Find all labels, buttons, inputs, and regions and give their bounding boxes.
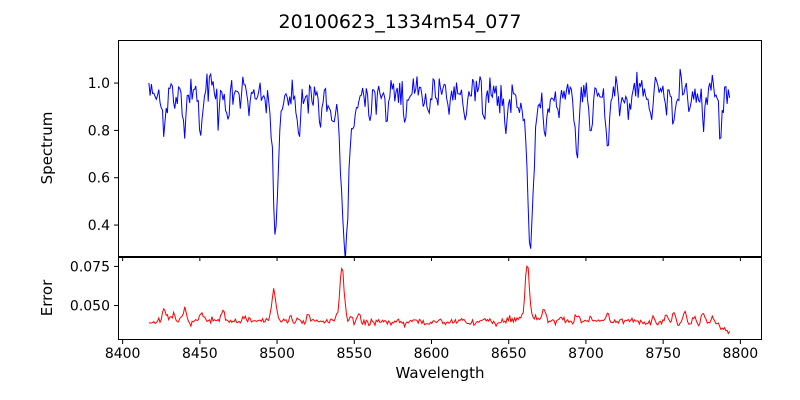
error-y-tick-label: 0.050 — [70, 299, 110, 315]
spectrum-y-tick-label: 1.0 — [88, 76, 110, 92]
x-tick-label: 8750 — [645, 346, 681, 362]
axes-group: 1.0 0.8 0.6 0.4 0.075 0.050 8400 8450 8500 8550 86… — [70, 40, 762, 362]
error-y-axis-label: Error — [38, 279, 56, 316]
spectrum-y-axis-label: Spectrum — [38, 112, 56, 185]
x-axis-label: Wavelength — [396, 364, 485, 382]
spectrum-axes-spine — [118, 40, 762, 257]
error-axes-spine — [118, 257, 762, 340]
x-tick-label: 8650 — [491, 346, 527, 362]
chart-title: 20100623_1334m54_077 — [278, 11, 521, 33]
x-tick-label: 8400 — [105, 346, 141, 362]
x-tick-label: 8600 — [414, 346, 450, 362]
error-data-line — [148, 264, 731, 335]
x-tick-label: 8450 — [182, 346, 218, 362]
x-tick-label: 8550 — [336, 346, 372, 362]
error-y-tick-label: 0.075 — [70, 259, 110, 275]
spectrum-y-tick-label: 0.8 — [88, 123, 110, 139]
spectrum-data-line — [148, 68, 731, 257]
x-tick-label: 8500 — [259, 346, 295, 362]
x-tick-label: 8800 — [723, 346, 759, 362]
spectrum-y-tick-label: 0.6 — [88, 171, 110, 187]
spectrum-y-tick-label: 0.4 — [88, 218, 110, 234]
x-tick-label: 8700 — [568, 346, 604, 362]
